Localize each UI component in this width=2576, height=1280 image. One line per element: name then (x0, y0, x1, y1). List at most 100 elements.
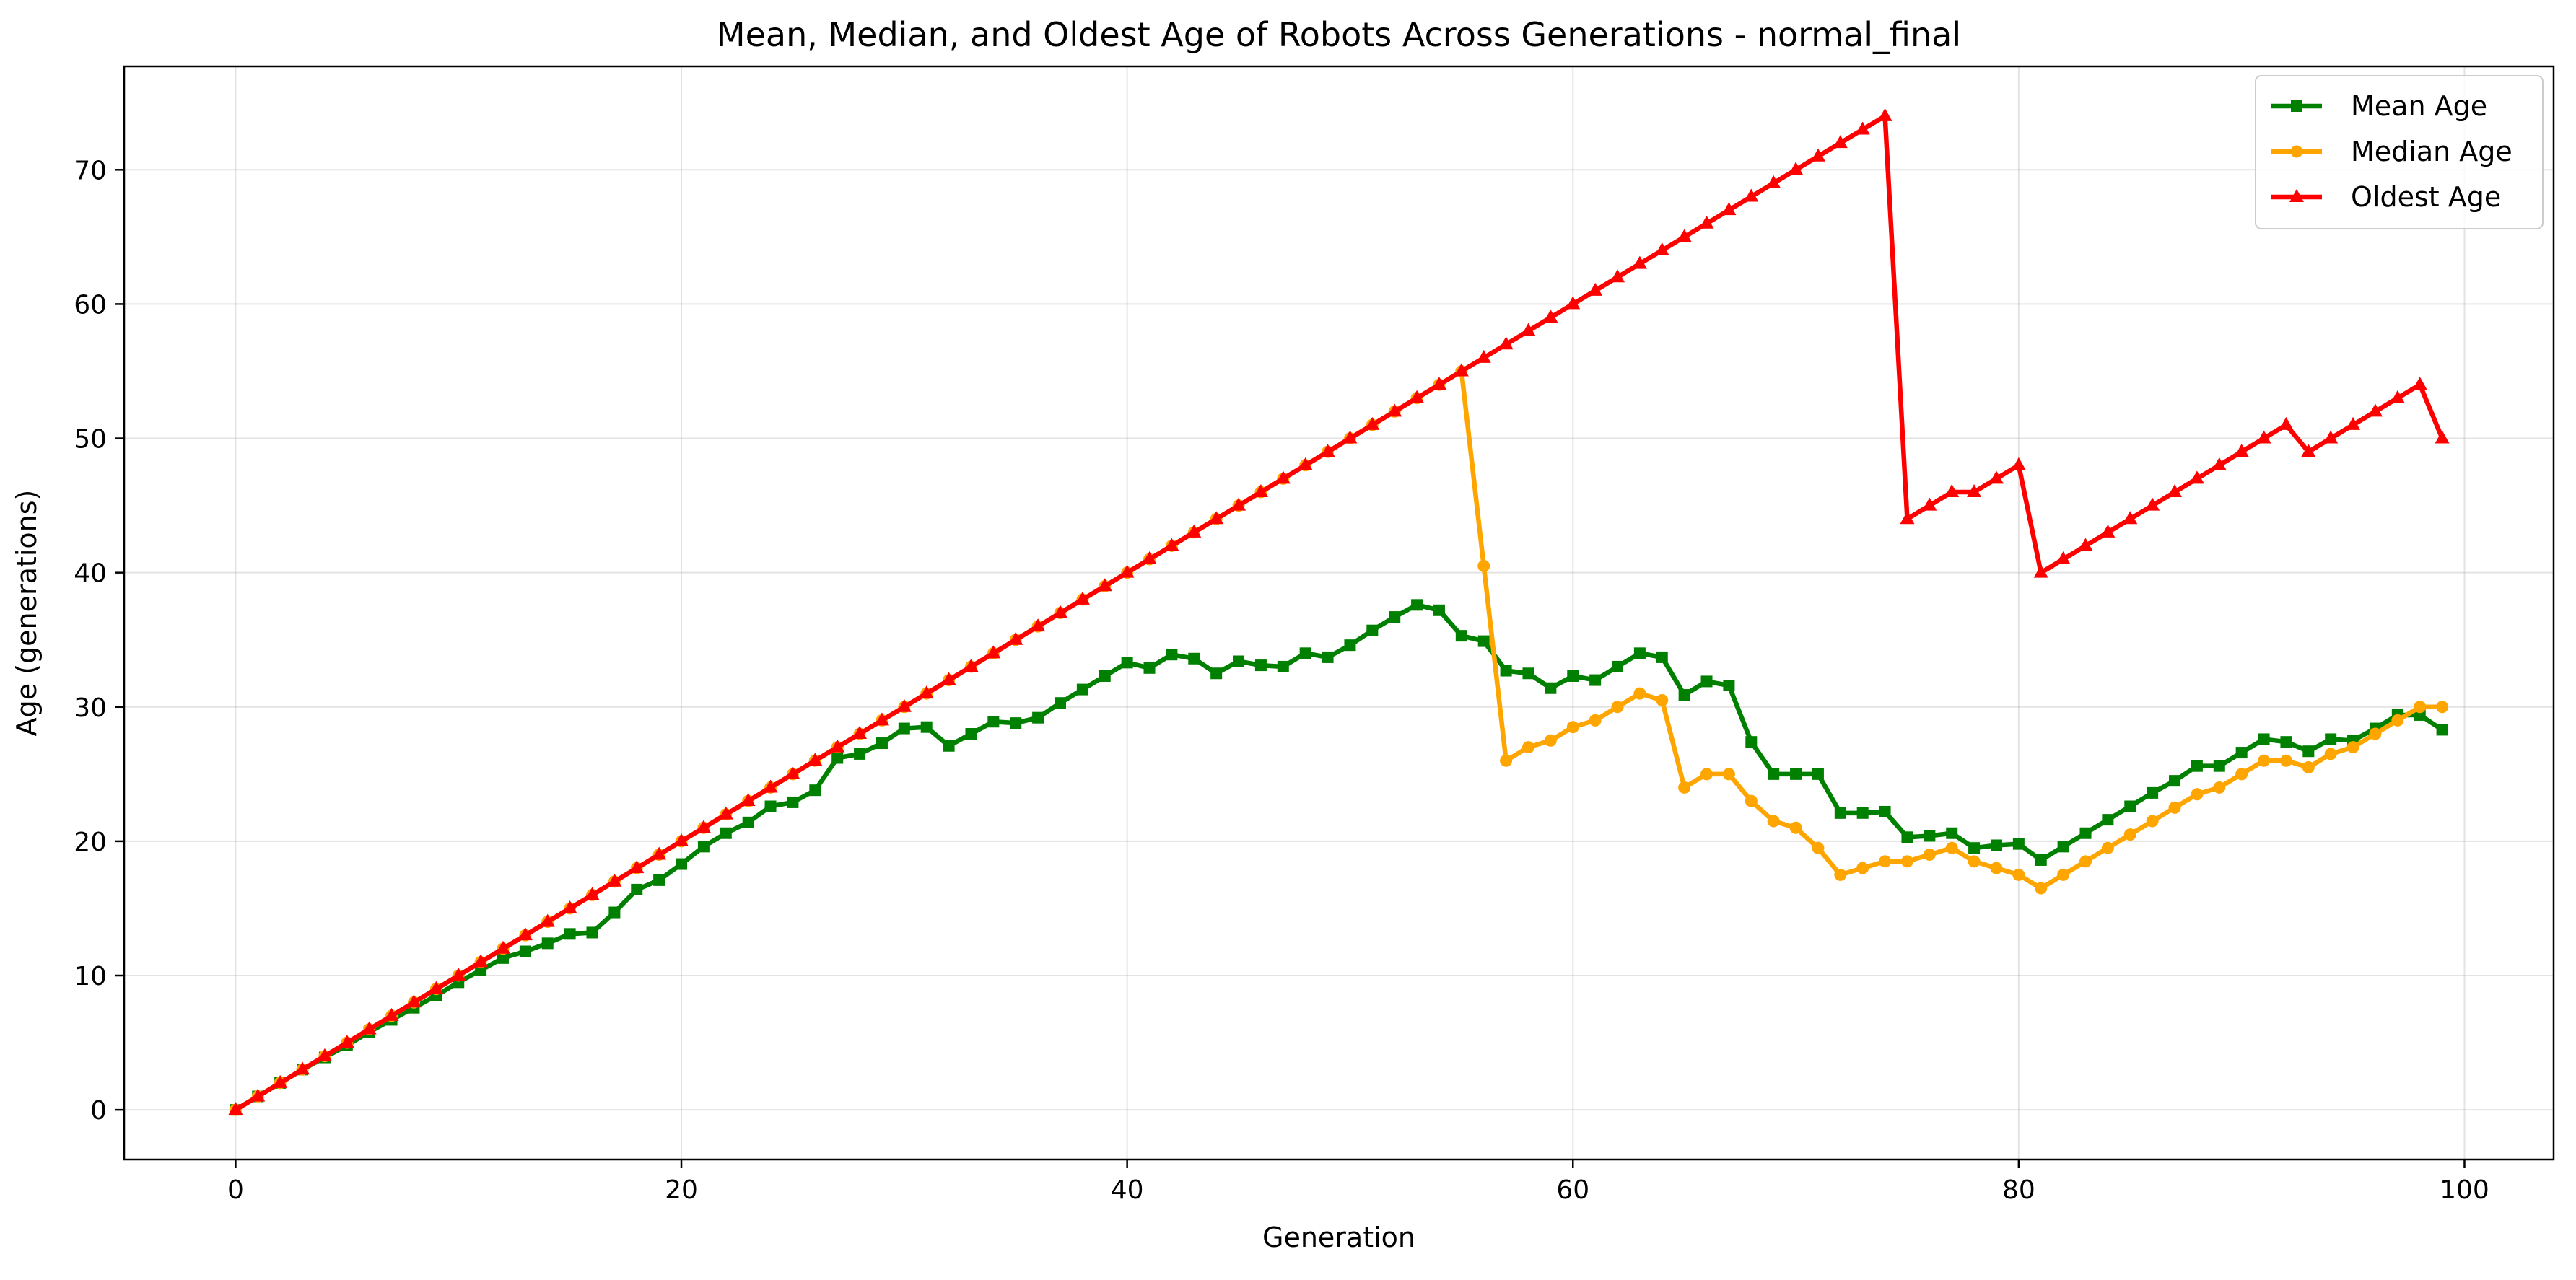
data-point (2100, 524, 2116, 538)
data-point (941, 672, 956, 685)
data-point (831, 752, 844, 764)
series-oldest-age (228, 108, 2450, 1115)
data-point (1233, 655, 1245, 667)
data-point (965, 728, 977, 740)
plot-frame (123, 65, 2555, 1161)
data-point (741, 793, 756, 807)
data-point (1968, 855, 1981, 868)
data-point (1700, 675, 1713, 688)
data-point (2123, 828, 2136, 841)
data-point (2011, 457, 2026, 470)
y-axis-label: Age (generations) (11, 490, 43, 737)
data-point (2302, 761, 2315, 774)
data-point (1433, 604, 1445, 616)
data-point (742, 816, 754, 828)
data-point (2235, 747, 2248, 759)
data-point (1254, 659, 1267, 672)
data-point (2280, 736, 2292, 748)
data-point (2435, 430, 2450, 444)
data-point (854, 748, 866, 760)
data-point (696, 820, 711, 833)
data-point (1745, 794, 1758, 807)
data-point (1500, 754, 1513, 767)
data-point (2056, 551, 2071, 565)
data-point (2146, 815, 2159, 828)
data-point (898, 722, 910, 735)
data-point (2436, 724, 2448, 736)
data-point (1454, 363, 1469, 377)
x-tick-label: 80 (2002, 1175, 2035, 1205)
y-tick-label: 70 (74, 156, 107, 185)
data-point (2436, 701, 2449, 714)
data-point (1387, 403, 1402, 417)
data-point (2346, 416, 2361, 430)
data-point (1744, 188, 1759, 202)
data-point (1344, 639, 1356, 652)
data-point (1654, 242, 1669, 255)
data-point (1231, 497, 1246, 511)
data-point (1610, 269, 1625, 283)
data-point (1766, 175, 1781, 188)
legend-label: Oldest Age (2351, 181, 2501, 213)
data-point (1988, 470, 2004, 484)
data-point (720, 827, 732, 839)
x-axis-label: Generation (1262, 1222, 1415, 1253)
data-point (1119, 564, 1135, 578)
data-point (2258, 754, 2271, 767)
data-point (1812, 841, 1825, 854)
data-point (2189, 470, 2204, 484)
data-point (2079, 827, 2092, 839)
data-point (429, 981, 444, 994)
data-point (2369, 727, 2382, 740)
data-point (809, 784, 821, 797)
data-point (1566, 721, 1579, 734)
data-point (2213, 781, 2226, 794)
x-tick-label: 0 (227, 1175, 244, 1205)
data-point (629, 860, 645, 874)
data-point (808, 753, 823, 766)
legend-item: Median Age (2271, 136, 2512, 167)
y-tick-label: 20 (74, 828, 107, 857)
data-point (1856, 862, 1869, 874)
data-point (1366, 624, 1379, 636)
data-point (1498, 336, 1514, 350)
data-point (1700, 768, 1713, 781)
data-point (1946, 827, 1958, 839)
data-point (1566, 296, 1581, 310)
data-point (2079, 855, 2092, 868)
data-point (273, 1074, 288, 1088)
data-point (1699, 215, 1714, 229)
data-point (540, 913, 555, 927)
data-point (652, 846, 667, 860)
x-tick-label: 60 (1556, 1175, 1589, 1205)
data-point (2191, 788, 2204, 801)
data-point (964, 658, 979, 672)
legend-item: Mean Age (2271, 90, 2487, 122)
data-point (1656, 651, 1668, 663)
data-point (674, 833, 689, 846)
data-point (1521, 323, 1536, 336)
data-point (1721, 202, 1737, 216)
data-point (1632, 255, 1647, 269)
data-point (2101, 841, 2114, 854)
data-point (785, 766, 800, 779)
data-point (2324, 748, 2337, 760)
data-point (2078, 538, 2093, 551)
y-tick-label: 40 (74, 559, 107, 589)
data-point (1612, 660, 1624, 672)
data-point (2012, 838, 2025, 850)
data-point (607, 873, 622, 887)
data-point (1342, 430, 1358, 444)
data-point (2412, 377, 2427, 390)
series-line (233, 602, 2445, 1113)
data-point (1768, 768, 1780, 780)
data-point (2367, 403, 2383, 417)
data-point (763, 779, 778, 793)
data-point (1052, 605, 1067, 618)
series-layer (228, 108, 2450, 1116)
data-point (919, 685, 934, 699)
data-point (1790, 768, 1802, 780)
data-point (943, 740, 955, 752)
data-point (2346, 741, 2359, 754)
data-point (2234, 444, 2249, 457)
